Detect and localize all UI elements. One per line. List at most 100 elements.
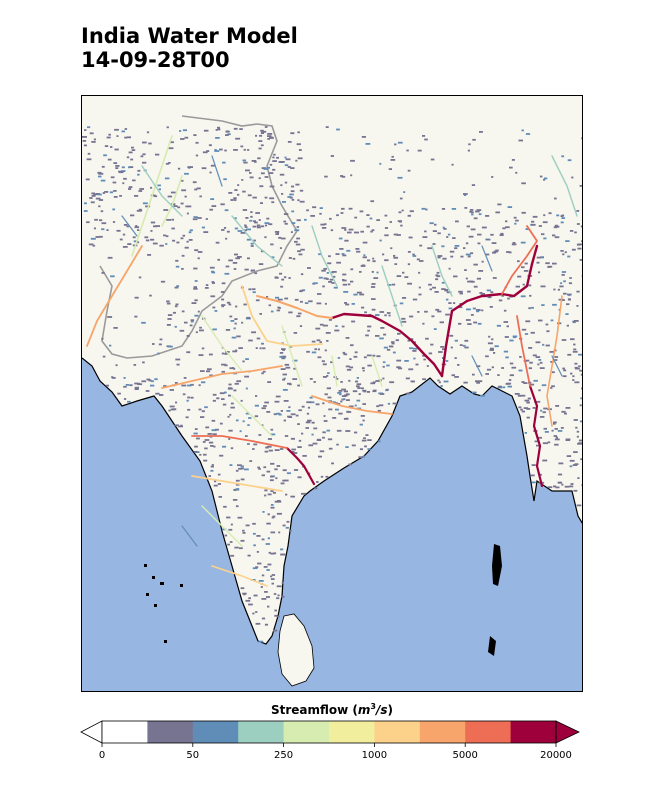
- drainage-cell: [240, 478, 245, 481]
- drainage-cell: [459, 292, 463, 295]
- drainage-cell: [362, 369, 365, 372]
- drainage-cell: [271, 574, 276, 576]
- drainage-cell: [301, 432, 304, 435]
- drainage-cell: [98, 172, 104, 175]
- drainage-cell: [560, 282, 563, 285]
- drainage-cell: [290, 132, 295, 135]
- drainage-cell: [106, 384, 109, 387]
- drainage-cell: [530, 474, 535, 477]
- drainage-cell: [277, 594, 280, 597]
- drainage-cell: [501, 367, 504, 369]
- drainage-cell: [288, 406, 291, 409]
- drainage-cell: [337, 392, 342, 394]
- drainage-cell: [319, 450, 325, 453]
- drainage-cell: [283, 419, 286, 422]
- drainage-cell: [540, 409, 543, 412]
- drainage-cell: [288, 345, 293, 348]
- drainage-cell: [521, 182, 526, 185]
- drainage-cell: [165, 162, 169, 165]
- drainage-cell: [237, 230, 243, 232]
- drainage-cell: [329, 217, 332, 220]
- drainage-cell: [451, 208, 457, 210]
- drainage-cell: [313, 282, 318, 285]
- drainage-cell: [153, 195, 158, 198]
- drainage-cell: [215, 241, 220, 244]
- drainage-cell: [572, 375, 575, 378]
- drainage-cell: [290, 437, 295, 440]
- drainage-cell: [417, 149, 422, 152]
- drainage-cell: [262, 347, 266, 350]
- drainage-cell: [259, 347, 262, 350]
- drainage-cell: [563, 280, 566, 283]
- drainage-cell: [157, 352, 160, 355]
- drainage-cell: [142, 161, 147, 164]
- drainage-cell: [341, 253, 345, 255]
- drainage-cell: [176, 363, 180, 366]
- drainage-cell: [112, 221, 116, 223]
- drainage-cell: [211, 270, 215, 273]
- drainage-cell: [290, 413, 296, 416]
- drainage-cell: [369, 217, 373, 220]
- drainage-cell: [356, 291, 362, 294]
- drainage-cell: [261, 130, 267, 133]
- drainage-cell: [97, 171, 102, 174]
- drainage-cell: [528, 367, 532, 370]
- drainage-cell: [354, 390, 358, 393]
- drainage-cell: [572, 464, 578, 466]
- drainage-cell: [214, 310, 218, 312]
- drainage-cell: [99, 235, 103, 238]
- drainage-cell: [112, 208, 116, 211]
- drainage-cell: [526, 416, 530, 419]
- drainage-cell: [578, 353, 582, 356]
- drainage-cell: [570, 483, 574, 485]
- drainage-cell: [89, 197, 93, 199]
- drainage-cell: [308, 444, 314, 447]
- drainage-cell: [140, 155, 144, 158]
- drainage-cell: [141, 380, 147, 383]
- drainage-cell: [559, 285, 564, 288]
- drainage-cell: [443, 380, 449, 383]
- drainage-cell: [267, 438, 272, 440]
- drainage-cell: [342, 279, 347, 282]
- drainage-cell: [468, 143, 471, 146]
- drainage-cell: [524, 262, 528, 265]
- drainage-cell: [492, 251, 497, 254]
- drainage-cell: [354, 431, 358, 434]
- river-tributaries-mid: [121, 155, 563, 547]
- drainage-cell: [230, 406, 235, 409]
- drainage-cell: [284, 222, 288, 225]
- drainage-cell: [245, 524, 250, 527]
- drainage-cell: [264, 196, 268, 199]
- drainage-cell: [304, 302, 309, 304]
- drainage-cell: [213, 445, 216, 448]
- drainage-cell: [343, 291, 349, 293]
- drainage-cell: [180, 138, 185, 140]
- drainage-cell: [530, 306, 534, 309]
- drainage-cell: [521, 129, 524, 132]
- drainage-cell: [503, 350, 509, 353]
- drainage-cell: [240, 587, 245, 590]
- drainage-cell: [379, 162, 382, 165]
- drainage-cell: [324, 393, 328, 396]
- drainage-cell: [270, 506, 275, 509]
- drainage-cell: [282, 389, 288, 391]
- drainage-cell: [493, 250, 498, 253]
- drainage-cell: [422, 135, 426, 137]
- drainage-cell: [473, 263, 478, 266]
- drainage-cell: [196, 437, 200, 440]
- drainage-cell: [538, 389, 541, 392]
- drainage-cell: [171, 218, 174, 221]
- drainage-cell: [121, 166, 125, 169]
- river-yamuna: [241, 285, 323, 347]
- drainage-cell: [498, 385, 502, 388]
- drainage-cell: [195, 141, 199, 144]
- drainage-cell: [142, 153, 146, 156]
- drainage-cell: [104, 191, 109, 193]
- drainage-cell: [203, 129, 209, 132]
- drainage-cell: [250, 215, 253, 218]
- drainage-cell: [412, 253, 415, 256]
- drainage-cell: [293, 452, 298, 454]
- drainage-cell: [159, 338, 163, 341]
- drainage-cell: [467, 149, 470, 152]
- drainage-cell: [258, 263, 264, 265]
